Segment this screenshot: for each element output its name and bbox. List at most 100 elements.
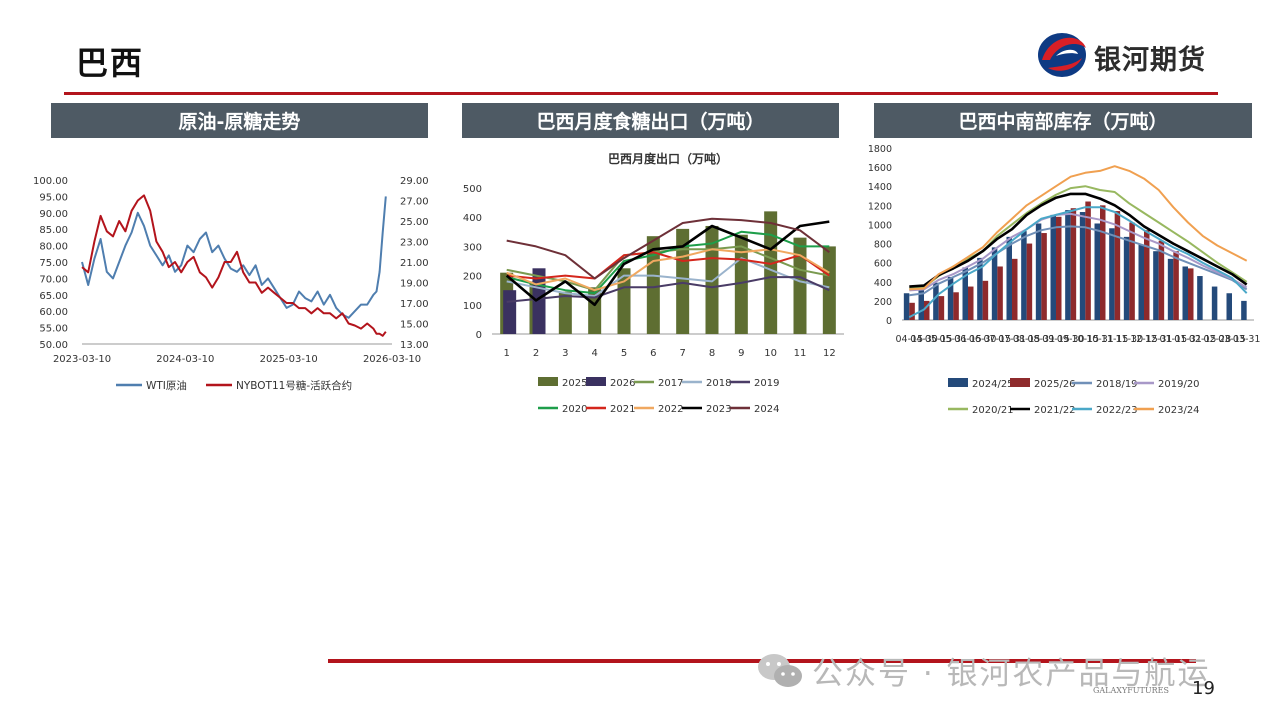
panel-header-crude-sugar: 原油-原糖走势 xyxy=(51,103,428,138)
chart3-bar-2024/25 xyxy=(1021,231,1027,320)
top-divider xyxy=(64,92,1218,95)
chart3-x-tick: 02-28 xyxy=(1204,334,1232,345)
chart2-x-tick: 3 xyxy=(562,348,568,359)
chart2-legend-label: 2019 xyxy=(754,378,779,389)
chart3-y-tick: 200 xyxy=(874,297,892,308)
chart3-bar-2024/25 xyxy=(933,282,939,320)
chart3-legend-label: 2025/26 xyxy=(1034,379,1076,390)
chart3-bar-2025/26 xyxy=(1012,258,1018,320)
chart3-legend-swatch xyxy=(1010,378,1030,387)
chart3-y-tick: 800 xyxy=(874,240,892,251)
chart3-line-2019/20 xyxy=(909,212,1248,292)
chart3-x-tick: 04-30 xyxy=(910,334,938,345)
chart3-line-2018/19 xyxy=(909,225,1248,297)
chart3-bar-2025/26 xyxy=(1158,240,1165,320)
chart1-y-right-tick: 17.00 xyxy=(400,299,429,310)
chart1-y-right-tick: 29.00 xyxy=(400,176,429,187)
chart2-x-tick: 9 xyxy=(738,348,744,359)
page-title: 巴西 xyxy=(76,44,145,82)
chart3-bar-2025/26 xyxy=(1173,251,1179,320)
chart1-y-right-tick: 21.00 xyxy=(400,258,429,269)
chart1-y-left-tick: 90.00 xyxy=(39,209,68,220)
chart3-bar-2025/26 xyxy=(1144,230,1150,320)
chart3-legend-label: 2024/25 xyxy=(972,379,1014,390)
chart3-legend-swatch xyxy=(948,378,968,387)
chart3-bar-2024/25 xyxy=(903,293,910,320)
chart2-line-2019 xyxy=(506,276,830,303)
chart2-x-tick: 8 xyxy=(709,348,715,359)
chart3-bar-2024/25 xyxy=(1182,266,1188,320)
chart3-x-tick: 01-15 xyxy=(1160,334,1188,345)
chart3-bar-2024/25 xyxy=(1006,236,1012,320)
chart2-legend-swatch xyxy=(538,377,558,386)
chart3-bar-2024/25 xyxy=(1035,223,1042,320)
page-number: 19 xyxy=(1192,678,1215,699)
chart2-legend-label: 2024 xyxy=(754,404,779,415)
chart1-y-right-tick: 27.00 xyxy=(400,197,429,208)
chart3-bar-2024/25 xyxy=(1065,210,1071,320)
chart2-line-2018 xyxy=(506,257,830,297)
chart1-y-left-tick: 70.00 xyxy=(39,274,68,285)
chart3-x-tick: 06-15 xyxy=(954,334,982,345)
chart-inventory: 1800 1600 1400 1200 1000 800 600 400 200 0 04-1504… xyxy=(868,144,1261,416)
chart2-legend-label: 2022 xyxy=(658,404,683,415)
chart3-x-tick: 03-31 xyxy=(1233,334,1261,345)
chart1-legend-label: NYBOT11号糖-活跃合约 xyxy=(236,379,352,392)
chart3-bar-2024/25 xyxy=(1094,223,1100,320)
chart3-bar-2024/25 xyxy=(1241,300,1247,320)
chart3-bar-2025/26 xyxy=(938,296,945,320)
chart2-legend-label: 2020 xyxy=(562,404,587,415)
chart3-bar-2024/25 xyxy=(1050,214,1056,320)
chart3-bar-2024/25 xyxy=(991,247,998,320)
chart3-bar-2025/26 xyxy=(1041,233,1047,320)
chart2-legend-label: 2018 xyxy=(706,378,731,389)
chart3-x-tick: 05-15 xyxy=(925,334,953,345)
chart3-x-tick: 07-31 xyxy=(998,334,1026,345)
chart2-legend-label: 2023 xyxy=(706,404,731,415)
chart3-bar-2025/26 xyxy=(982,280,989,320)
chart1-y-left-tick: 85.00 xyxy=(39,225,68,236)
chart3-bar-2025/26 xyxy=(968,286,974,320)
chart3-line-2020/21 xyxy=(909,185,1248,290)
chart2-bar-2025 xyxy=(617,268,631,334)
chart3-x-tick: 11-30 xyxy=(1116,334,1144,345)
watermark-text: 公众号 · 银河农产品与航运 xyxy=(812,656,1211,692)
chart2-x-tick: 4 xyxy=(591,348,597,359)
footer-brand: GALAXYFUTURES xyxy=(1093,686,1169,695)
chart3-bar-2024/25 xyxy=(977,257,983,320)
chart2-legend-label: 2017 xyxy=(658,378,683,389)
brand-logo xyxy=(1036,30,1226,80)
chart3-line-2021/22 xyxy=(909,192,1248,288)
chart3-bar-2025/26 xyxy=(1070,208,1077,320)
chart2-legend-label: 2021 xyxy=(610,404,635,415)
chart3-bar-2025/26 xyxy=(924,300,930,320)
chart3-bar-2025/26 xyxy=(953,292,959,320)
chart3-y-tick: 1400 xyxy=(868,182,892,193)
chart3-bar-2024/25 xyxy=(1123,236,1130,320)
chart2-bar-2025 xyxy=(793,237,807,334)
chart2-line-2022 xyxy=(506,248,830,292)
chart2-y-tick: 0 xyxy=(476,330,482,341)
chart2-bar-2025 xyxy=(822,246,836,334)
chart3-x-tick: 10-31 xyxy=(1086,334,1114,345)
chart3-bar-2024/25 xyxy=(1226,293,1232,320)
chart3-bar-2025/26 xyxy=(1085,201,1091,320)
chart3-y-tick: 1600 xyxy=(868,163,892,174)
chart3-legend-label: 2019/20 xyxy=(1158,379,1200,390)
chart2-title: 巴西月度出口（万吨） xyxy=(608,151,728,166)
chart3-bar-2025/26 xyxy=(1188,268,1194,320)
chart2-legend-label: 2025 xyxy=(562,378,587,389)
chart3-y-tick: 1800 xyxy=(868,144,892,155)
chart2-bar-2025 xyxy=(588,287,602,334)
chart3-x-tick: 04-15 xyxy=(896,334,924,345)
chart3-bar-2025/26 xyxy=(1129,222,1135,320)
chart2-x-tick: 10 xyxy=(764,348,777,359)
chart1-y-left-tick: 80.00 xyxy=(39,242,68,253)
chart3-bar-2025/26 xyxy=(1114,211,1121,320)
chart2-legend-swatch xyxy=(586,377,606,386)
chart3-x-tick: 03-15 xyxy=(1218,334,1246,345)
chart3-bar-2024/25 xyxy=(1079,212,1086,320)
chart3-x-tick: 02-15 xyxy=(1189,334,1217,345)
chart3-bar-2024/25 xyxy=(1197,276,1203,320)
